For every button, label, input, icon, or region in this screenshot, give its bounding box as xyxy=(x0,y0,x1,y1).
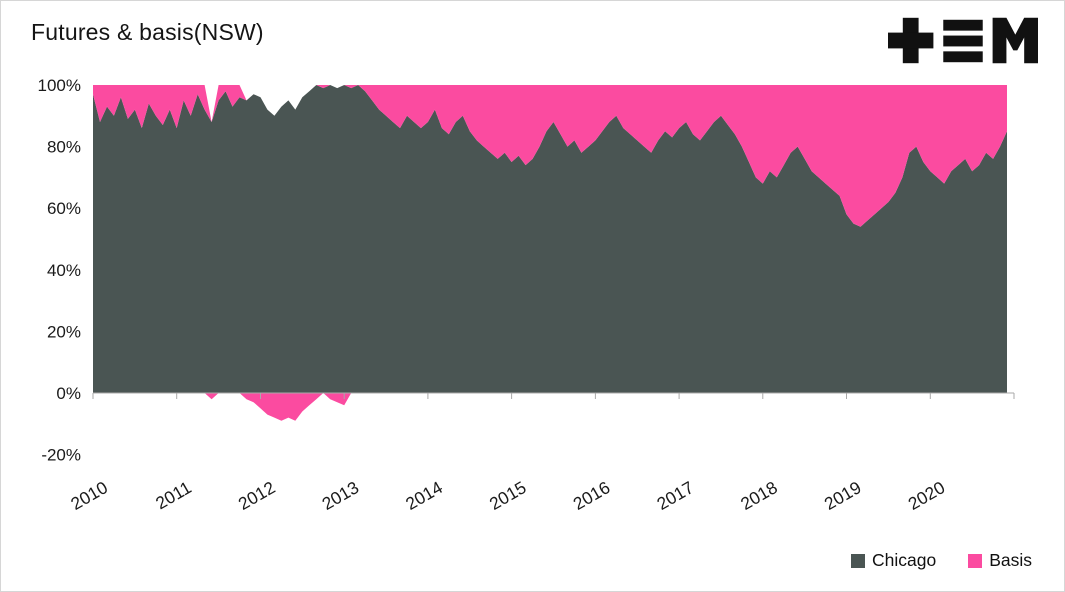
y-tick-label: 80% xyxy=(47,138,81,157)
legend-item-basis: Basis xyxy=(968,550,1032,571)
x-tick-label: 2011 xyxy=(152,477,195,513)
area-basis-positive xyxy=(93,85,1007,227)
legend-label-basis: Basis xyxy=(989,550,1032,570)
area-basis-negative xyxy=(93,393,1007,421)
y-tick-label: 20% xyxy=(47,322,81,341)
tem-logo xyxy=(888,17,1038,64)
plus-glyph xyxy=(888,17,934,64)
three-bars-glyph xyxy=(943,19,983,63)
x-tick-label: 2012 xyxy=(235,477,279,514)
y-tick-label: 40% xyxy=(47,261,81,280)
y-tick-label: 100% xyxy=(38,76,81,95)
x-tick-label: 2013 xyxy=(318,477,362,514)
y-tick-label: 60% xyxy=(47,199,81,218)
legend-swatch-basis xyxy=(968,553,983,568)
x-tick-label: 2018 xyxy=(737,477,781,514)
x-tick-label: 2016 xyxy=(570,477,614,514)
legend-item-chicago: Chicago xyxy=(850,550,937,571)
legend-swatch-chicago xyxy=(850,553,865,568)
x-tick-label: 2010 xyxy=(67,477,111,514)
x-tick-label: 2019 xyxy=(821,477,865,514)
area-chicago xyxy=(93,85,1007,393)
m-glyph xyxy=(992,17,1038,64)
chart-legend: Chicago Basis xyxy=(850,550,1032,571)
x-tick-label: 2017 xyxy=(653,477,697,514)
legend-label-chicago: Chicago xyxy=(871,550,937,570)
x-tick-label: 2020 xyxy=(905,477,949,514)
y-tick-label: 0% xyxy=(56,384,81,403)
x-tick-label: 2015 xyxy=(486,477,530,514)
page-title: Futures & basis(NSW) xyxy=(31,19,264,45)
y-tick-label: -20% xyxy=(41,446,81,465)
x-tick-label: 2014 xyxy=(402,477,446,514)
